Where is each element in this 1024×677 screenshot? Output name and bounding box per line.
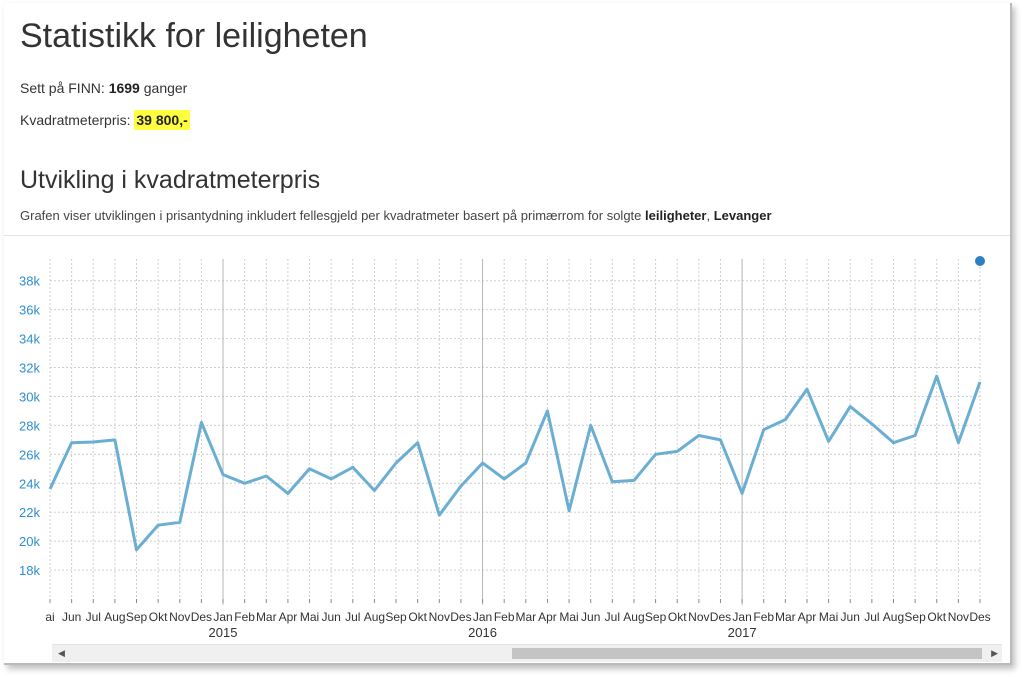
x-tick-label: Nov	[429, 610, 450, 624]
y-tick-label: 24k	[19, 476, 40, 491]
x-tick-label: Apr	[279, 610, 298, 624]
scrollbar-thumb[interactable]	[512, 648, 982, 659]
x-tick-label: Mai	[559, 610, 578, 624]
current-price-dot	[975, 256, 985, 266]
x-tick-label: Des	[191, 610, 212, 624]
x-tick-label: Jul	[605, 610, 620, 624]
y-tick-label: 32k	[19, 361, 40, 376]
x-tick-label: Sep	[126, 610, 148, 624]
x-tick-label: Jul	[345, 610, 360, 624]
x-tick-label: Feb	[234, 610, 255, 624]
desc-sep: ,	[706, 208, 711, 223]
x-tick-label: Feb	[494, 610, 515, 624]
x-tick-label: ai	[45, 610, 54, 624]
x-tick-label: Mai	[819, 610, 838, 624]
x-tick-label: Sep	[385, 610, 407, 624]
views-count: 1699	[108, 80, 140, 96]
x-tick-label: Jul	[86, 610, 101, 624]
price-label: Kvadratmeterpris:	[20, 112, 131, 128]
x-tick-label: Nov	[688, 610, 709, 624]
desc-place: Levanger	[713, 208, 772, 223]
statistics-panel: Statistikk for leiligheten Sett på FINN:…	[4, 3, 1012, 665]
divider	[4, 235, 1010, 236]
x-tick-label: Nov	[948, 610, 969, 624]
x-tick-label: Mar	[515, 610, 536, 624]
y-tick-label: 38k	[19, 274, 40, 289]
x-tick-label: Des	[450, 610, 471, 624]
x-tick-label: Des	[969, 610, 990, 624]
x-tick-label: Jun	[321, 610, 340, 624]
desc-prefix: Grafen viser utviklingen i prisantydning…	[20, 208, 642, 223]
chart-description: Grafen viser utviklingen i prisantydning…	[20, 208, 772, 223]
year-label: 2016	[468, 625, 497, 640]
series-line	[48, 374, 982, 552]
x-tick-label: Jul	[864, 610, 879, 624]
x-tick-label: Jun	[841, 610, 860, 624]
x-tick-label: Jan	[213, 610, 232, 624]
horizontal-scrollbar[interactable]: ◀ ▶	[52, 644, 1002, 662]
x-tick-label: Okt	[668, 610, 687, 624]
price-value: 39 800,-	[134, 110, 190, 130]
views-stat: Sett på FINN: 1699 ganger	[20, 80, 187, 96]
y-tick-label: 36k	[19, 303, 40, 318]
x-tick-label: Mar	[256, 610, 277, 624]
x-tick-label: Feb	[753, 610, 774, 624]
views-label: Sett på FINN:	[20, 80, 105, 96]
x-tick-label: Mar	[775, 610, 796, 624]
x-tick-label: Jan	[473, 610, 492, 624]
x-tick-label: Sep	[645, 610, 667, 624]
y-tick-label: 30k	[19, 389, 40, 404]
x-tick-label: Apr	[798, 610, 817, 624]
x-tick-label: Aug	[104, 610, 125, 624]
section-title: Utvikling i kvadratmeterpris	[20, 166, 321, 194]
page-title: Statistikk for leiligheten	[20, 17, 368, 55]
x-tick-label: Aug	[623, 610, 644, 624]
x-tick-label: Jun	[62, 610, 81, 624]
year-label: 2015	[209, 625, 238, 640]
x-tick-label: Mai	[300, 610, 319, 624]
desc-type: leiligheter	[645, 208, 707, 223]
x-tick-label: Nov	[169, 610, 190, 624]
x-tick-label: Aug	[364, 610, 385, 624]
y-tick-label: 26k	[19, 447, 40, 462]
x-tick-label: Okt	[927, 610, 946, 624]
x-tick-label: Okt	[149, 610, 168, 624]
price-chart: 18k 20k 22k 24k 26k 28k 30k 32k 34k 36k 38k ai Jun Ju…	[19, 256, 991, 640]
x-tick-label: Jan	[732, 610, 751, 624]
y-tick-label: 20k	[19, 534, 40, 549]
price-stat: Kvadratmeterpris: 39 800,-	[20, 110, 190, 130]
x-tick-label: Apr	[538, 610, 557, 624]
x-tick-label: Aug	[883, 610, 904, 624]
x-tick-label: Jun	[581, 610, 600, 624]
views-suffix: ganger	[143, 80, 188, 96]
y-tick-label: 18k	[19, 563, 40, 578]
year-label: 2017	[728, 625, 757, 640]
y-tick-label: 28k	[19, 418, 40, 433]
x-tick-label: Des	[710, 610, 731, 624]
scroll-left-icon[interactable]: ◀	[58, 648, 65, 658]
x-tick-label: Okt	[408, 610, 427, 624]
y-tick-label: 34k	[19, 332, 40, 347]
y-tick-label: 22k	[19, 505, 40, 520]
scroll-right-icon[interactable]: ▶	[991, 648, 998, 658]
x-tick-label: Sep	[904, 610, 926, 624]
